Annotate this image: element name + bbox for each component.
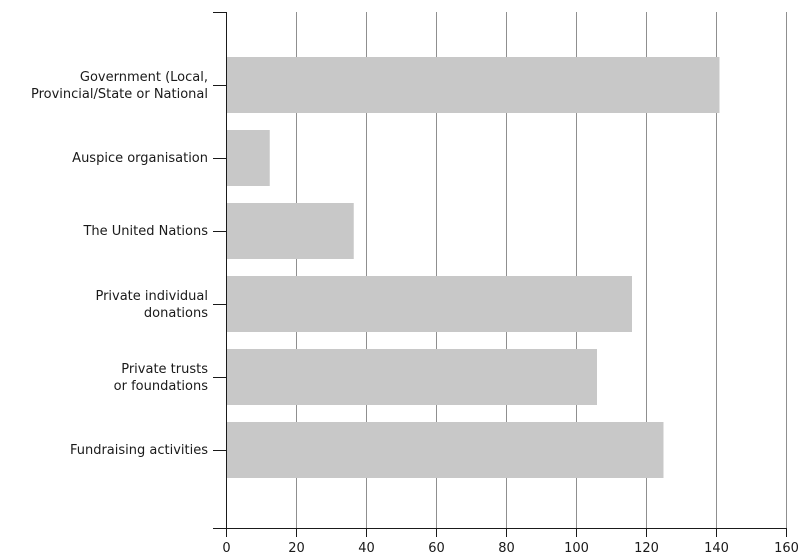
x-tick-label: 160 (774, 541, 799, 556)
x-tick-label: 100 (564, 541, 589, 556)
category-label: Auspice organisation (72, 151, 208, 166)
bar-0 (226, 57, 720, 113)
x-tick-label: 0 (222, 541, 230, 556)
category-label: Private individual (95, 289, 208, 304)
x-tick-label: 120 (634, 541, 659, 556)
x-tick-label: 40 (358, 541, 375, 556)
x-tick-label: 60 (428, 541, 445, 556)
category-label: Fundraising activities (70, 443, 208, 458)
category-label: Provincial/State or National (31, 87, 208, 102)
axes (213, 12, 787, 537)
bars (226, 57, 720, 478)
x-tick-label: 80 (498, 541, 515, 556)
category-label: Private trusts (121, 362, 208, 377)
bar-1 (226, 130, 270, 186)
category-label: Government (Local, (80, 70, 208, 85)
bar-2 (226, 203, 354, 259)
x-tick-label: 140 (704, 541, 729, 556)
labels: 0 20 40 60 80 100 120 140 160 Government (Local, P… (31, 70, 799, 556)
bar-5 (226, 422, 664, 478)
category-label: or foundations (114, 379, 209, 394)
category-label: donations (144, 306, 208, 321)
category-label: The United Nations (82, 224, 208, 239)
x-tick-label: 20 (288, 541, 305, 556)
bar-4 (226, 349, 597, 405)
bar-3 (226, 276, 632, 332)
